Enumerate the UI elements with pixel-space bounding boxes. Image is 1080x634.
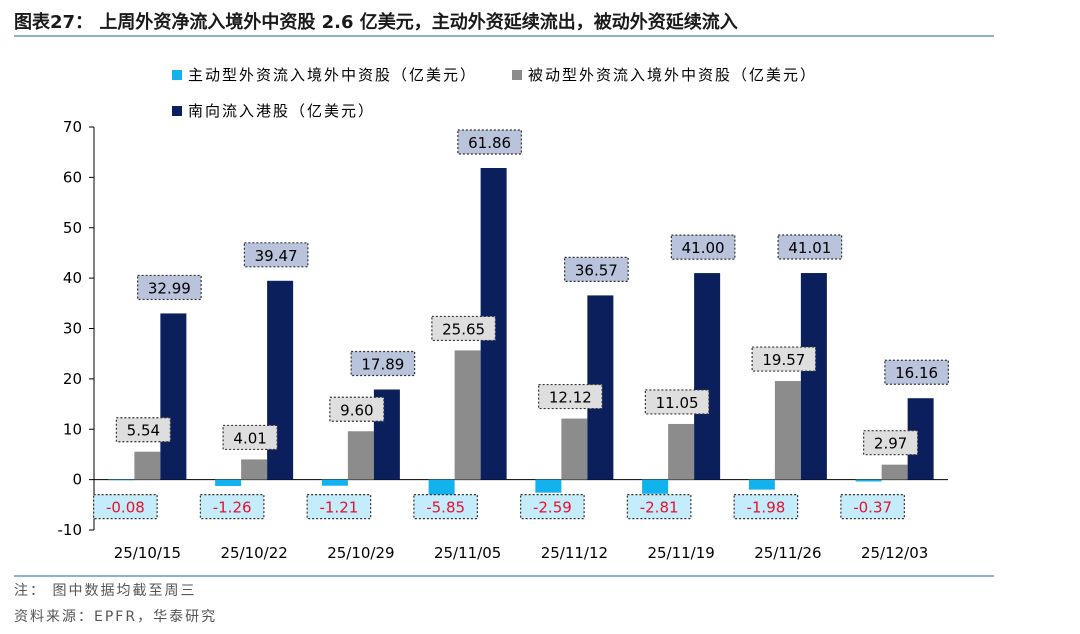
data-label-passive: 4.01 xyxy=(233,429,266,447)
bar-passive xyxy=(241,459,268,480)
bar-passive xyxy=(881,464,908,480)
data-label-active-box xyxy=(733,494,799,520)
bar-passive xyxy=(774,381,801,480)
footnote: 注： 图中数据均截至周三 xyxy=(14,583,197,599)
data-label-passive-box xyxy=(644,389,710,415)
data-label-active: -1.21 xyxy=(319,499,358,517)
x-tick-label: 25/11/12 xyxy=(541,544,608,562)
data-label-southbound: 16.16 xyxy=(895,364,938,382)
data-label-active: -0.37 xyxy=(853,499,892,517)
data-label-southbound-box xyxy=(137,274,202,301)
y-tick-label: 60 xyxy=(63,168,82,186)
source-note: 资料来源：EPFR，华泰研究 xyxy=(14,609,218,625)
data-label-southbound: 17.89 xyxy=(361,356,404,374)
bar-passive xyxy=(134,451,161,480)
data-label-active: -1.26 xyxy=(213,499,252,517)
bar-passive xyxy=(561,418,588,480)
data-label-southbound-box xyxy=(670,234,736,260)
x-tick-label: 25/11/05 xyxy=(434,544,501,562)
x-tick-label: 25/11/19 xyxy=(647,544,714,562)
data-label-passive: 25.65 xyxy=(442,320,485,338)
data-label-passive-box xyxy=(431,315,496,342)
bar-active xyxy=(215,479,242,486)
data-label-passive-box xyxy=(329,396,385,422)
data-label-passive-box xyxy=(538,383,603,410)
y-tick-label: -10 xyxy=(58,521,83,539)
bar-active xyxy=(642,479,669,494)
data-label-active-box xyxy=(306,494,372,520)
data-label-southbound-box xyxy=(350,350,416,377)
x-tick-label: 25/10/29 xyxy=(327,544,394,562)
data-label-active-box xyxy=(199,494,265,520)
x-tick-label: 25/10/15 xyxy=(114,544,181,562)
y-tick-label: 50 xyxy=(63,219,82,237)
y-tick-label: 10 xyxy=(63,420,82,438)
data-label-southbound: 41.01 xyxy=(788,239,831,257)
data-label-passive-box xyxy=(863,430,919,456)
y-tick-label: 30 xyxy=(63,320,82,338)
bar-passive xyxy=(454,350,481,480)
data-label-active: -2.81 xyxy=(640,499,679,517)
data-label-active-box xyxy=(840,494,905,520)
data-label-southbound: 61.86 xyxy=(468,134,511,152)
data-label-passive: 12.12 xyxy=(549,389,592,407)
footer-divider xyxy=(14,575,994,577)
data-label-southbound-box xyxy=(777,234,843,260)
data-label-southbound-box xyxy=(457,129,522,155)
y-tick-label: 70 xyxy=(63,118,82,136)
x-tick-label: 25/12/03 xyxy=(861,544,928,562)
data-label-southbound: 36.57 xyxy=(575,261,618,279)
y-tick-label: 20 xyxy=(63,370,82,388)
data-label-passive-box xyxy=(222,424,278,451)
bar-passive xyxy=(347,431,374,480)
title-divider xyxy=(14,35,994,37)
x-tick-label: 25/11/26 xyxy=(754,544,821,562)
data-label-active-box xyxy=(413,494,478,520)
data-label-active-box xyxy=(626,494,692,520)
x-tick-label: 25/10/22 xyxy=(220,544,287,562)
data-label-southbound: 41.00 xyxy=(682,239,725,257)
data-label-active-box xyxy=(520,494,585,520)
data-label-active: -0.08 xyxy=(106,499,145,517)
data-label-active: -2.59 xyxy=(533,499,572,517)
bar-active xyxy=(321,479,348,486)
data-label-passive: 9.60 xyxy=(340,401,373,419)
data-label-active: -1.98 xyxy=(746,499,785,517)
bar-active xyxy=(855,479,882,482)
bar-active xyxy=(108,479,135,481)
bar-active xyxy=(748,479,775,490)
data-label-passive-box xyxy=(115,417,171,443)
data-label-active: -5.85 xyxy=(426,499,465,517)
data-label-passive: 19.57 xyxy=(762,351,805,369)
data-label-active-box xyxy=(93,494,158,520)
data-label-passive: 11.05 xyxy=(656,394,699,412)
data-label-southbound-box xyxy=(564,256,629,283)
data-label-southbound-box xyxy=(884,359,949,385)
chart-title: 图表27： 上周外资净流入境外中资股 2.6 亿美元，主动外资延续流出，被动外资… xyxy=(14,12,738,33)
bar-southbound xyxy=(800,273,827,480)
data-label-passive-box xyxy=(751,346,817,372)
bar-active xyxy=(535,479,562,493)
data-label-southbound-box xyxy=(243,242,309,268)
bar-southbound xyxy=(160,313,187,480)
data-label-southbound: 39.47 xyxy=(255,247,298,265)
y-tick-label: 0 xyxy=(72,471,82,489)
bar-passive xyxy=(668,423,695,480)
data-label-passive: 2.97 xyxy=(874,435,907,453)
data-label-passive: 5.54 xyxy=(127,422,160,440)
y-tick-label: 40 xyxy=(63,269,82,287)
data-label-southbound: 32.99 xyxy=(148,279,191,297)
bar-southbound xyxy=(694,273,721,480)
